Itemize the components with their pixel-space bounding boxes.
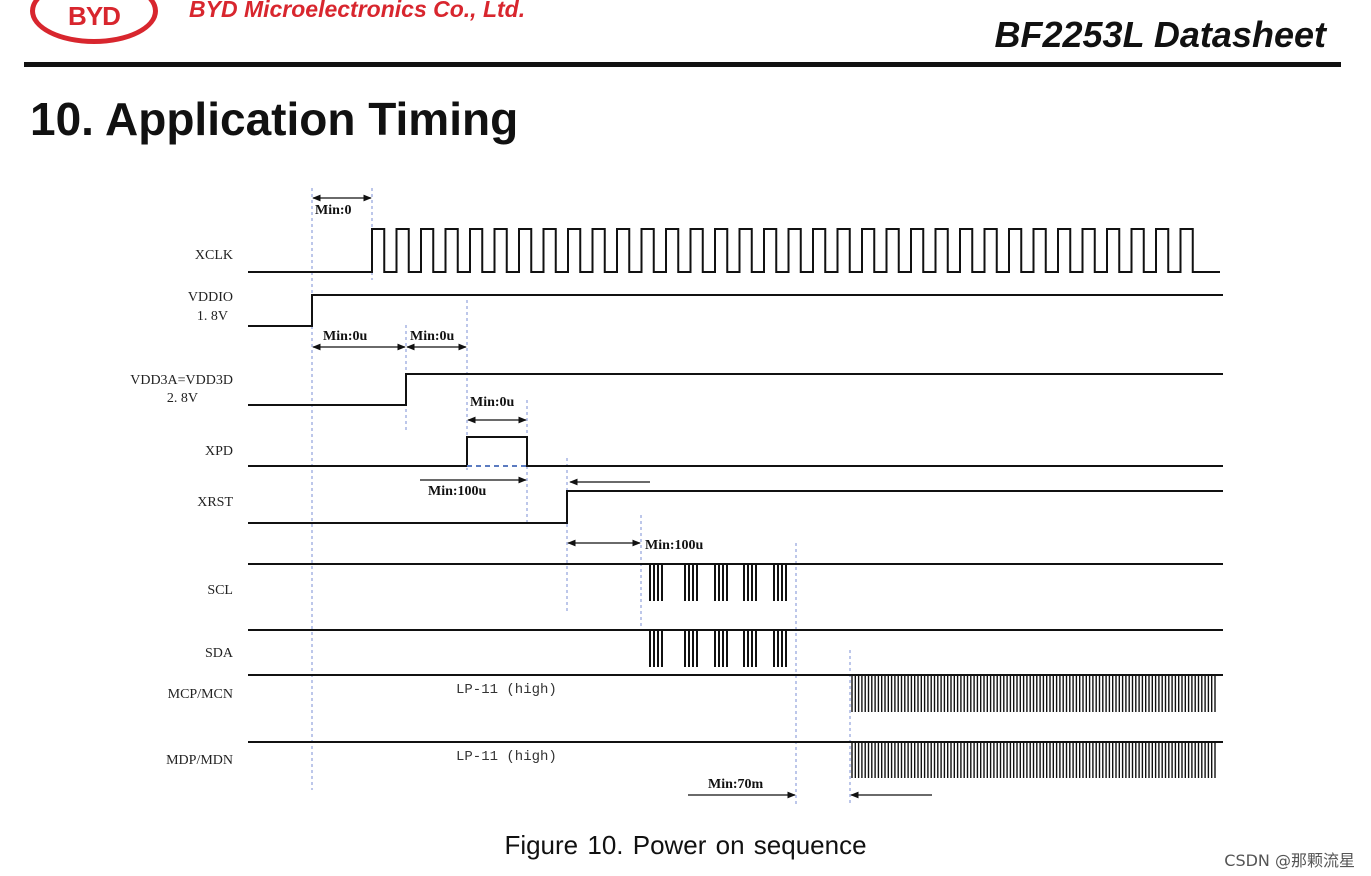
company-name: BYD Microelectronics Co., Ltd. — [189, 0, 526, 22]
annotation-min0: Min:0 — [315, 203, 352, 218]
scl-bursts — [649, 565, 787, 601]
logo-text: BYD — [68, 1, 121, 31]
xclk-waveform — [248, 228, 1220, 273]
label-sda: SDA — [205, 646, 234, 661]
label-xrst: XRST — [197, 495, 233, 510]
label-mdp: MDP/MDN — [166, 753, 233, 768]
mcp-burst — [851, 676, 1216, 712]
mdp-burst — [851, 743, 1216, 778]
annotation-min0u-a: Min:0u — [323, 329, 368, 344]
label-vddio: VDDIO — [188, 290, 233, 305]
label-mcp: MCP/MCN — [168, 687, 233, 702]
annotation-min0u-b: Min:0u — [410, 329, 455, 344]
label-vdd: VDD3A=VDD3D — [130, 373, 233, 388]
annotation-min100u-b: Min:100u — [645, 538, 704, 553]
annotation-lp11-mdp: LP-11 (high) — [456, 749, 557, 765]
label-vddio-voltage: 1. 8V — [197, 309, 228, 324]
label-vdd-voltage: 2. 8V — [167, 391, 198, 406]
vdd-waveform — [248, 373, 1223, 406]
xrst-waveform — [248, 490, 1223, 524]
figure-caption: Figure 10. Power on sequence — [504, 830, 867, 860]
document-title: BF2253L Datasheet — [994, 14, 1327, 55]
guide-lines — [311, 188, 851, 805]
annotation-min70m: Min:70m — [708, 777, 764, 792]
annotation-lp11-mcp: LP-11 (high) — [456, 682, 557, 698]
label-scl: SCL — [207, 583, 233, 598]
section-title: 10. Application Timing — [30, 93, 519, 145]
xpd-waveform — [248, 436, 1223, 467]
annotation-min0u-c: Min:0u — [470, 395, 515, 410]
annotation-min100u-a: Min:100u — [428, 484, 487, 499]
vddio-waveform — [248, 294, 1223, 327]
label-xclk: XCLK — [195, 248, 233, 263]
header-rule — [24, 62, 1341, 67]
sda-bursts — [649, 631, 787, 667]
watermark: CSDN @那颗流星 — [1224, 851, 1355, 870]
label-xpd: XPD — [205, 444, 233, 459]
